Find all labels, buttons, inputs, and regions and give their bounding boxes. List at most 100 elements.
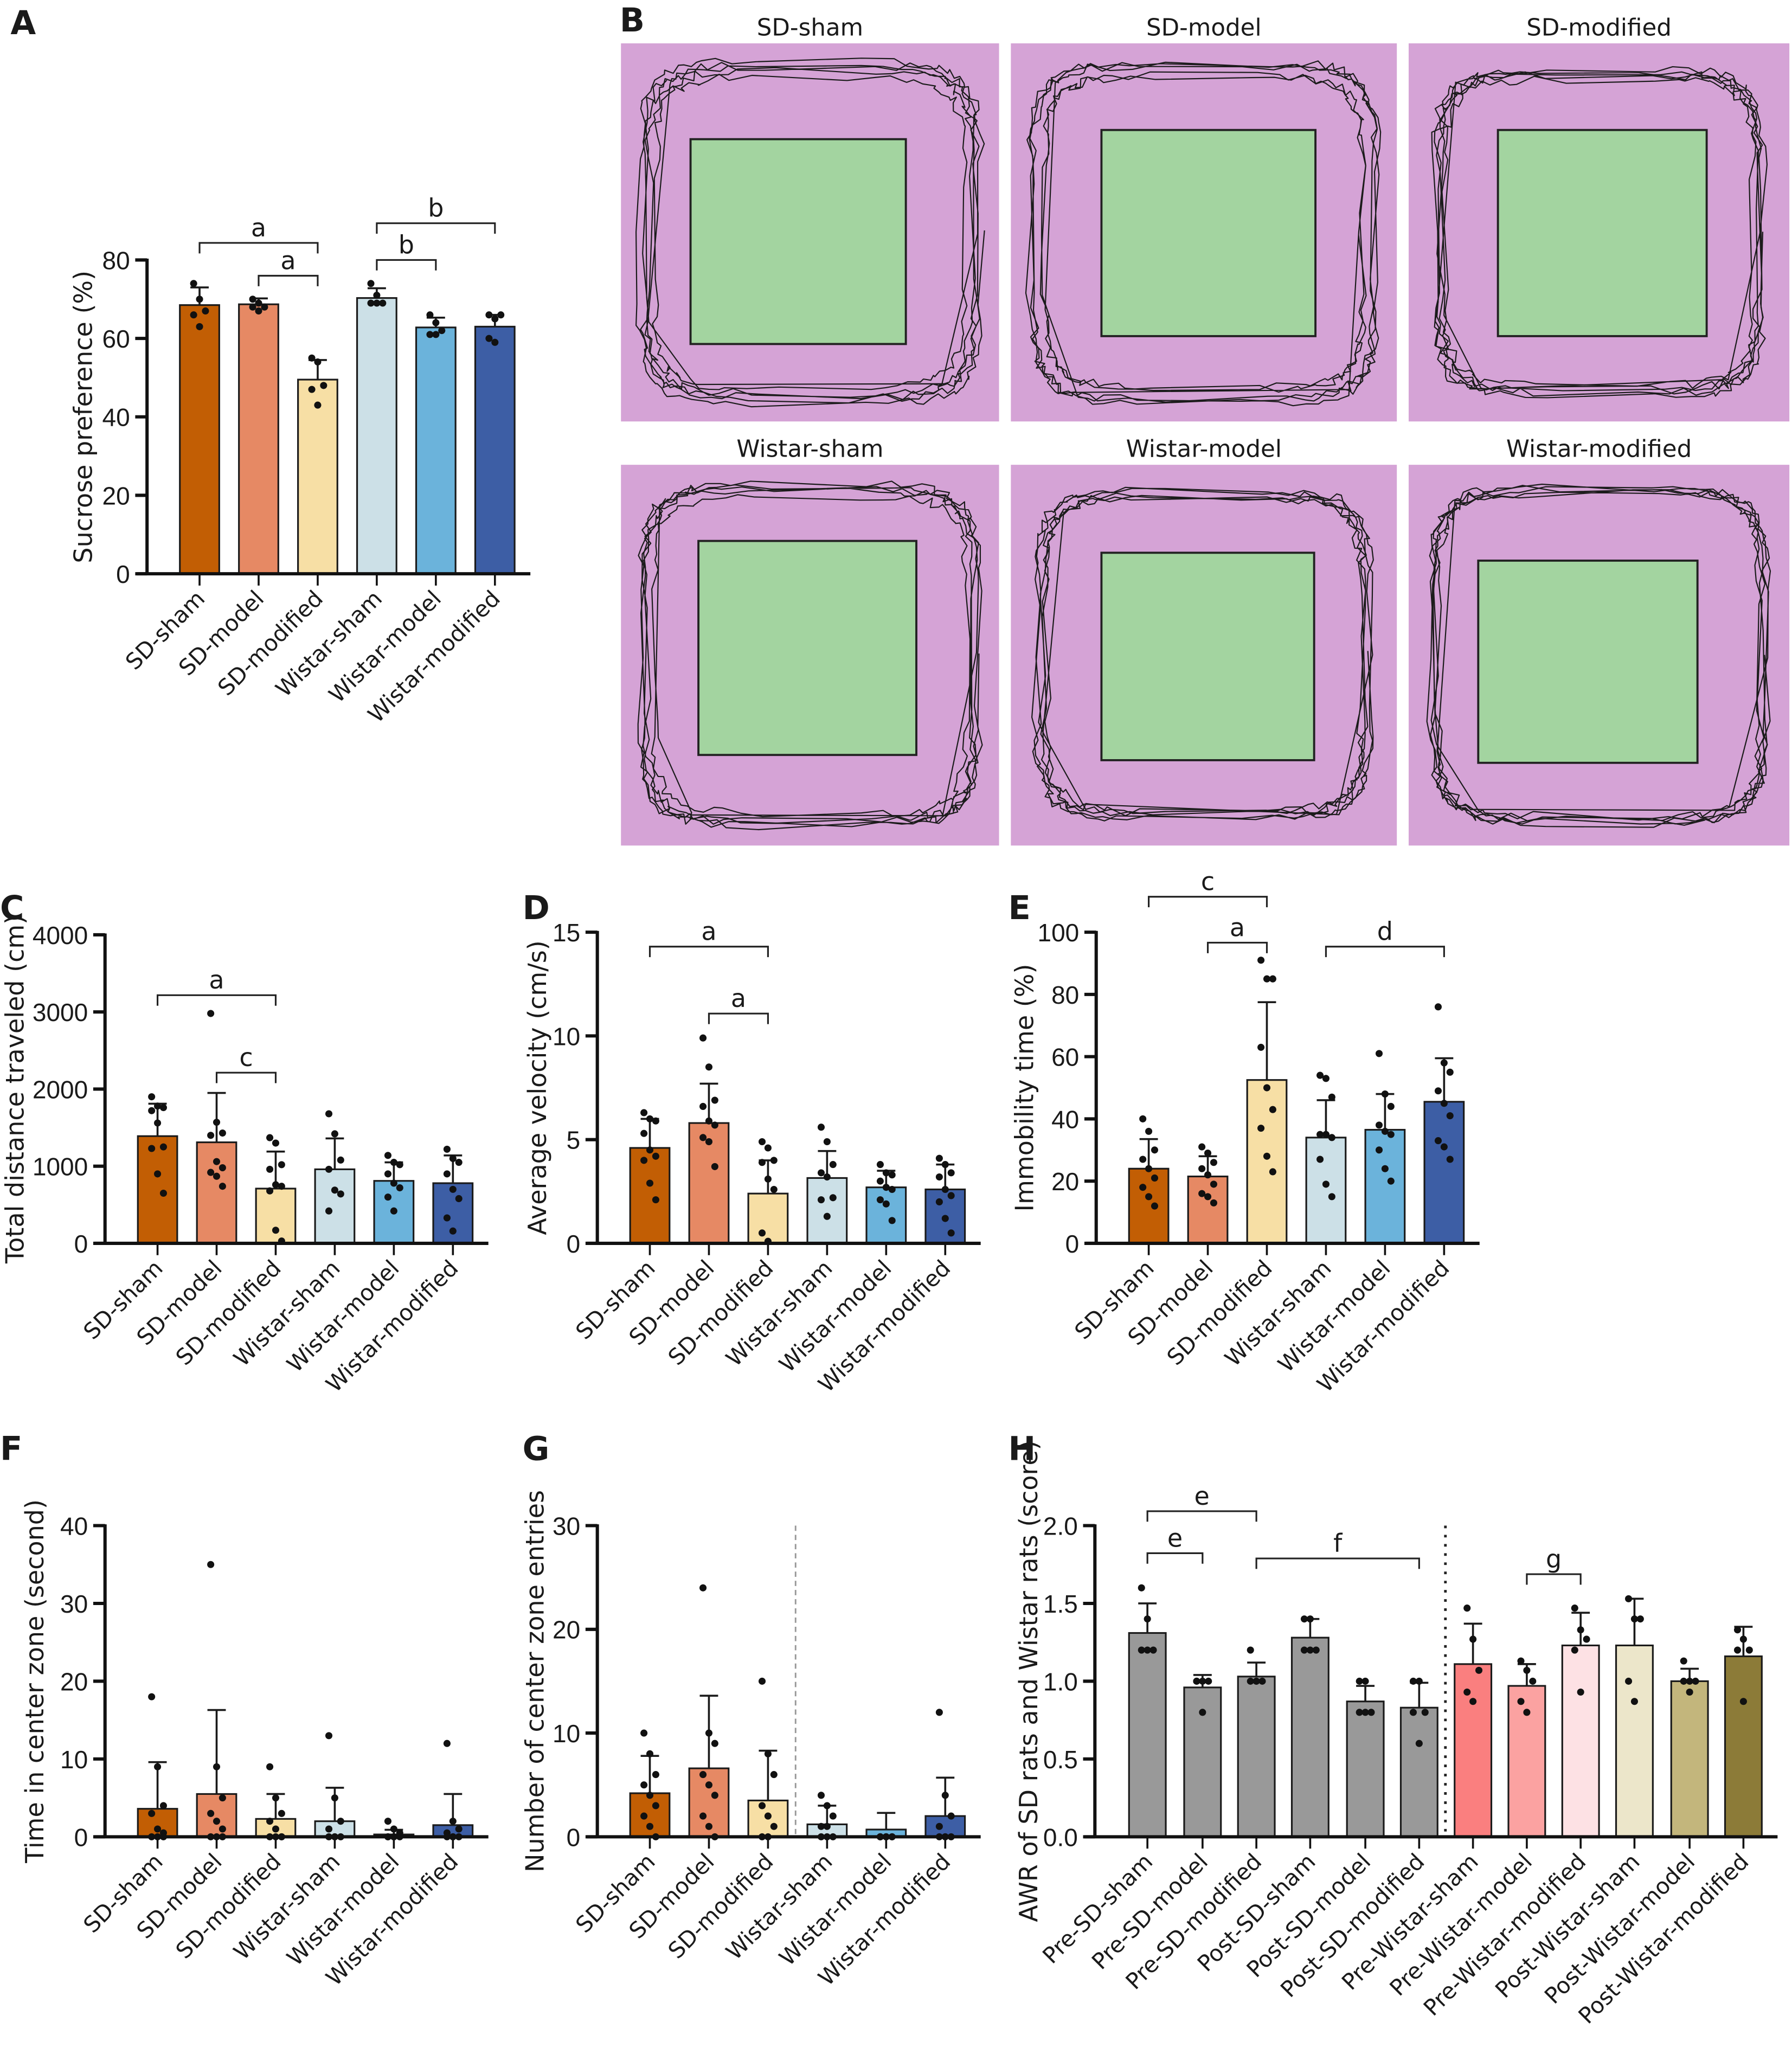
bar-post-wistar-model bbox=[1670, 1680, 1709, 1838]
data-point bbox=[1210, 1199, 1217, 1207]
bar-wistar-sham bbox=[356, 297, 397, 575]
data-point bbox=[1253, 1677, 1260, 1685]
data-point bbox=[1263, 1084, 1271, 1092]
data-point bbox=[829, 1161, 837, 1169]
data-point bbox=[1139, 1156, 1147, 1163]
data-point bbox=[432, 331, 440, 338]
data-point bbox=[1583, 1635, 1590, 1643]
data-point bbox=[764, 1175, 772, 1183]
data-point bbox=[266, 1818, 274, 1825]
arena-title: Wistar-sham bbox=[736, 436, 883, 463]
bar-sd-modified bbox=[747, 1192, 789, 1244]
significance-label: a bbox=[701, 917, 716, 946]
data-point bbox=[935, 1154, 943, 1162]
y-tick-label: 5 bbox=[567, 1126, 581, 1154]
data-point bbox=[646, 1822, 654, 1830]
significance-label: e bbox=[1167, 1523, 1183, 1552]
data-point bbox=[705, 1822, 713, 1830]
data-point bbox=[705, 1781, 713, 1789]
data-point bbox=[758, 1159, 766, 1166]
data-point bbox=[817, 1169, 825, 1177]
data-point bbox=[148, 1693, 156, 1700]
significance-bracket bbox=[258, 274, 319, 286]
data-point bbox=[331, 1130, 338, 1138]
y-tick-label: 0 bbox=[1065, 1230, 1080, 1258]
data-point bbox=[449, 1154, 457, 1163]
data-point bbox=[255, 307, 262, 315]
data-point bbox=[1138, 1646, 1145, 1654]
data-point bbox=[941, 1792, 949, 1799]
y-tick-label: 30 bbox=[60, 1590, 88, 1618]
data-point bbox=[159, 1104, 167, 1112]
data-point bbox=[159, 1802, 167, 1809]
y-tick-label: 15 bbox=[553, 919, 580, 947]
data-point bbox=[396, 1184, 403, 1192]
data-point bbox=[1739, 1635, 1747, 1643]
data-point bbox=[1300, 1646, 1308, 1654]
data-point bbox=[443, 1170, 451, 1178]
significance-bracket bbox=[198, 242, 319, 254]
data-point bbox=[888, 1217, 896, 1224]
data-point bbox=[154, 1119, 162, 1127]
bar-sd-sham bbox=[629, 1147, 671, 1244]
data-point bbox=[758, 1138, 766, 1146]
data-point bbox=[196, 323, 203, 330]
significance-label: a bbox=[1230, 913, 1245, 942]
bar-post-sd-model bbox=[1346, 1700, 1385, 1838]
data-point bbox=[449, 1185, 457, 1193]
significance-label: c bbox=[239, 1043, 253, 1072]
panel-label: A bbox=[10, 4, 36, 42]
data-point bbox=[443, 1740, 451, 1747]
data-point bbox=[705, 1729, 713, 1737]
y-axis-title: Number of center zone entries bbox=[520, 1490, 549, 1872]
y-tick-label: 20 bbox=[553, 1616, 580, 1644]
data-point bbox=[314, 401, 322, 409]
data-point bbox=[1145, 1165, 1153, 1172]
data-point bbox=[1328, 1193, 1335, 1201]
bar-wistar-sham bbox=[314, 1168, 356, 1244]
data-point bbox=[207, 1132, 215, 1139]
data-point bbox=[1381, 1165, 1389, 1172]
arena-wistar-model: Wistar-model bbox=[1011, 436, 1397, 846]
data-point bbox=[1469, 1635, 1477, 1643]
significance-bracket bbox=[1148, 896, 1268, 908]
data-point bbox=[758, 1802, 766, 1809]
data-point bbox=[1381, 1127, 1389, 1135]
y-tick-label: 100 bbox=[1038, 919, 1080, 947]
movement-track bbox=[1031, 486, 1374, 822]
data-point bbox=[711, 1096, 718, 1104]
data-point bbox=[1434, 1003, 1442, 1011]
data-point bbox=[219, 1183, 226, 1190]
data-point bbox=[711, 1121, 718, 1129]
data-point bbox=[882, 1200, 890, 1208]
data-point bbox=[817, 1124, 825, 1131]
data-point bbox=[249, 303, 256, 311]
panel-label-b: B bbox=[620, 2, 645, 40]
data-point bbox=[1692, 1677, 1699, 1685]
data-point bbox=[1630, 1615, 1638, 1623]
y-tick-label: 60 bbox=[1051, 1043, 1079, 1071]
y-tick-label: 10 bbox=[553, 1719, 580, 1748]
y-tick-label: 10 bbox=[553, 1022, 580, 1050]
data-point bbox=[219, 1130, 226, 1137]
data-point bbox=[1630, 1698, 1638, 1705]
data-point bbox=[829, 1812, 837, 1820]
data-point bbox=[1409, 1709, 1417, 1716]
data-point bbox=[941, 1215, 949, 1222]
significance-bracket bbox=[156, 994, 277, 1006]
data-point bbox=[1375, 1146, 1383, 1154]
data-point bbox=[213, 1172, 221, 1180]
data-point bbox=[337, 1818, 344, 1825]
data-point bbox=[1145, 1127, 1153, 1135]
data-point bbox=[1198, 1143, 1206, 1151]
arena-title: SD-modified bbox=[1526, 14, 1672, 41]
bar-sd-sham bbox=[137, 1808, 178, 1838]
data-point bbox=[888, 1185, 896, 1193]
panel-label: C bbox=[0, 889, 24, 927]
data-point bbox=[1151, 1202, 1159, 1210]
bar-pre-wistar-model bbox=[1507, 1685, 1546, 1838]
data-point bbox=[1328, 1093, 1335, 1101]
data-point bbox=[646, 1115, 654, 1122]
data-point bbox=[817, 1792, 825, 1799]
